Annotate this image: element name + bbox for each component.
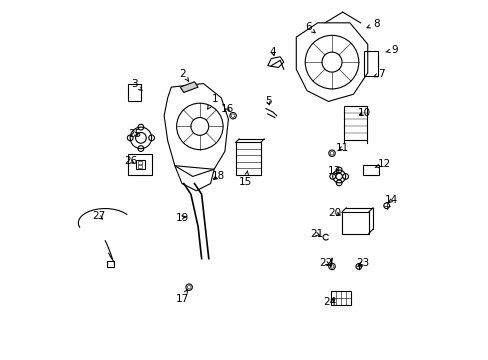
Text: 22: 22 [319,258,332,268]
Text: 1: 1 [207,94,218,109]
Text: 26: 26 [124,157,137,166]
Polygon shape [180,82,198,93]
Text: 12: 12 [374,159,390,169]
Text: 21: 21 [310,229,323,239]
Bar [136,160,144,169]
Bar [343,106,366,140]
Bar [128,154,151,175]
Text: 20: 20 [327,208,341,218]
Bar [128,84,141,102]
Text: 18: 18 [212,171,225,181]
Text: 7: 7 [373,68,384,78]
Text: 24: 24 [323,297,336,307]
Bar [138,166,142,168]
Text: 15: 15 [239,171,252,187]
Bar [107,261,114,267]
Bar [235,143,260,175]
Bar [341,212,368,234]
Text: 14: 14 [384,195,398,205]
Text: 13: 13 [327,166,341,176]
Text: 10: 10 [357,108,370,118]
Text: 11: 11 [335,143,348,153]
Text: 17: 17 [175,290,188,303]
Text: 25: 25 [127,129,141,139]
Text: 19: 19 [175,212,188,222]
Text: 23: 23 [356,258,369,268]
Text: 16: 16 [221,104,234,113]
Text: 9: 9 [385,45,397,55]
Text: 2: 2 [180,68,188,81]
Text: 8: 8 [366,18,379,28]
Bar [330,291,350,305]
Text: 6: 6 [304,22,314,33]
Text: 5: 5 [264,96,271,107]
Text: 4: 4 [269,47,276,57]
Text: 27: 27 [92,211,105,221]
Bar [363,165,379,175]
Bar [138,161,142,164]
Text: 3: 3 [131,78,142,91]
